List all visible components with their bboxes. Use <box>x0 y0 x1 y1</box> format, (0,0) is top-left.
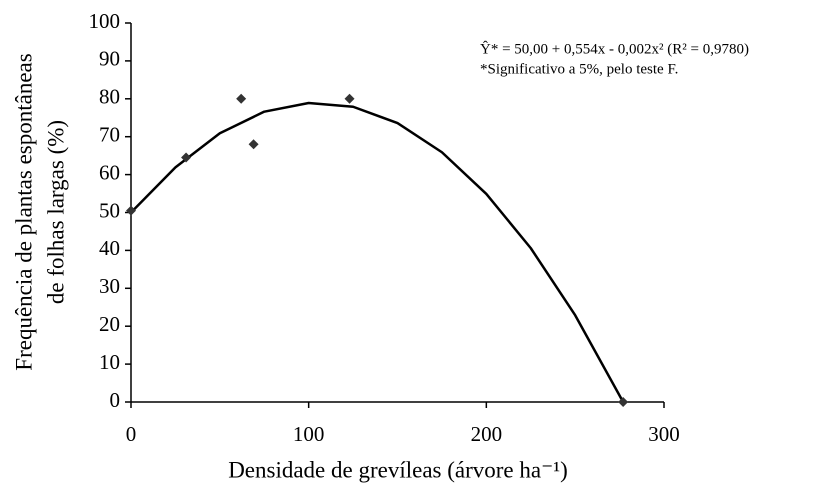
y-tick-label: 90 <box>99 47 120 71</box>
equation: Ŷ* = 50,00 + 0,554x - 0,002x² (R² = 0,97… <box>480 40 749 57</box>
data-point <box>181 152 192 163</box>
y-tick-label: 50 <box>99 198 120 222</box>
y-tick-label: 0 <box>110 388 121 412</box>
y-tick-label: 100 <box>89 9 121 33</box>
data-point <box>248 139 259 150</box>
x-tick-label: 0 <box>126 422 137 446</box>
data-point <box>618 397 629 407</box>
y-tick-label: 70 <box>99 123 120 147</box>
y-tick-label: 10 <box>99 350 120 374</box>
x-tick-label: 200 <box>471 422 503 446</box>
data-point <box>236 93 247 104</box>
y-tick-label: 60 <box>99 160 120 184</box>
note: *Significativo a 5%, pelo teste F. <box>480 61 678 77</box>
y-axis-title: de folhas largas (%) <box>43 120 68 304</box>
fit-curve <box>130 101 625 403</box>
data-point <box>126 205 136 216</box>
x-tick-label: 300 <box>648 422 680 446</box>
x-axis-title: Densidade de grevíleas (árvore ha⁻¹) <box>228 457 568 482</box>
y-tick-label: 80 <box>99 85 120 109</box>
x-tick-label: 100 <box>293 422 325 446</box>
y-axis-title: Frequência de plantas espontâneas <box>11 53 36 370</box>
y-tick-label: 20 <box>99 312 120 336</box>
y-tick-label: 30 <box>99 274 120 298</box>
y-tick-label: 40 <box>99 236 120 260</box>
data-point <box>344 93 355 104</box>
